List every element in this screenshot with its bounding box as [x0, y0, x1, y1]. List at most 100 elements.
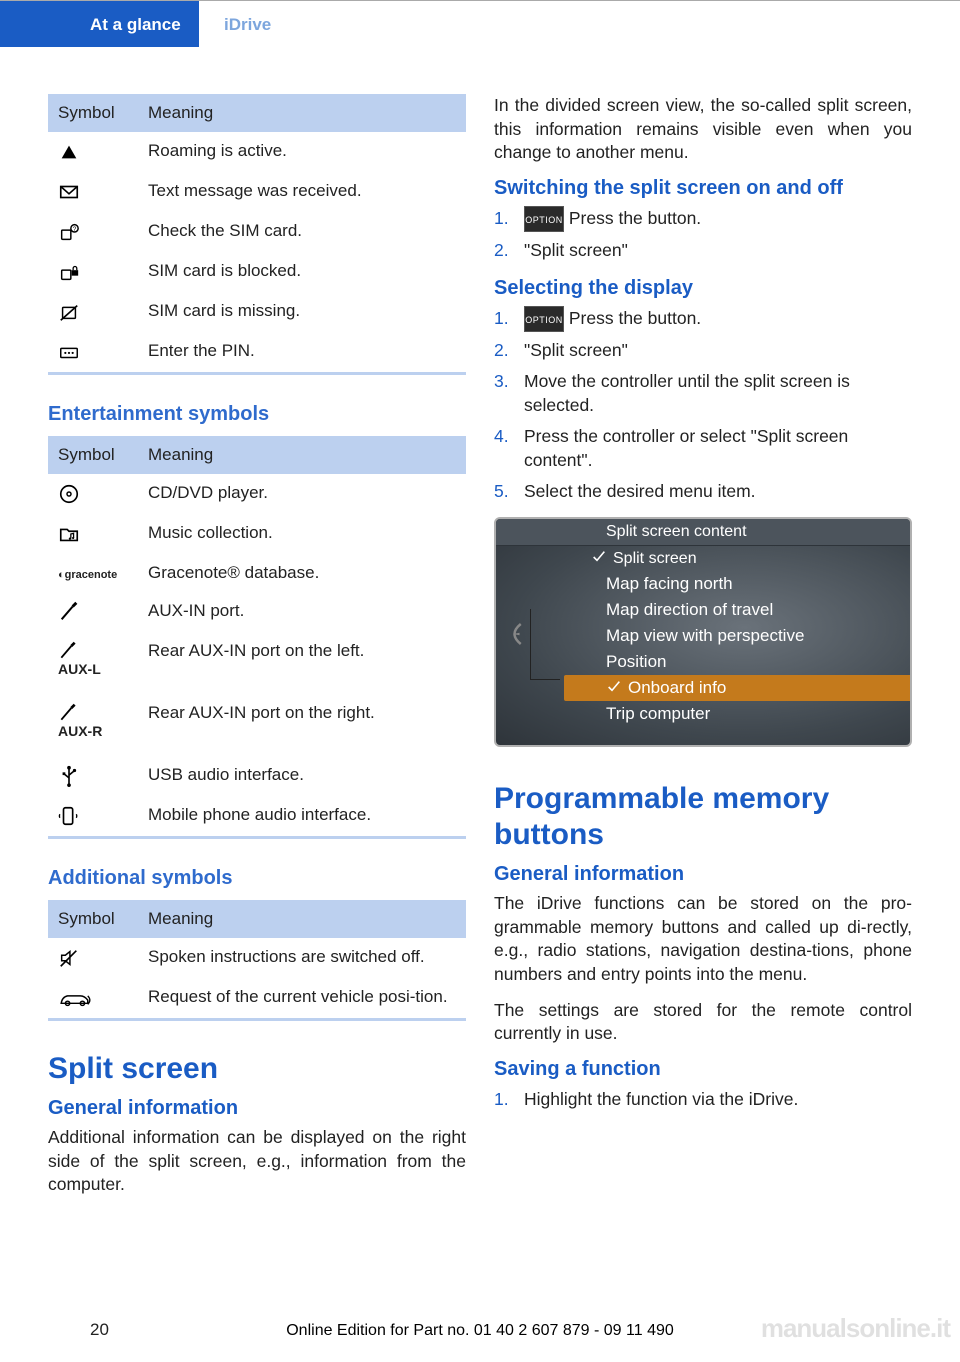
step-text: Press the controller or select "Split sc… — [524, 424, 912, 473]
th-meaning: Meaning — [138, 94, 466, 132]
heading-saving-function: Saving a function — [494, 1058, 912, 1081]
symbol-meaning-table-3: Symbol Meaning Spoken instructions are s… — [48, 900, 466, 1021]
idrive-menu-item: Split screen — [496, 546, 910, 571]
phone-audio-icon — [58, 805, 80, 827]
table-row: Spoken instructions are switched off. — [48, 938, 466, 978]
symbol-cell — [48, 332, 138, 372]
table-row: SIM card is blocked. — [48, 252, 466, 292]
heading-general-information-2: General information — [494, 863, 912, 886]
step-number: 2. — [494, 238, 514, 263]
meaning-cell: Gracenote® database. — [138, 554, 466, 592]
idrive-menu-item: Map direction of travel — [496, 597, 910, 623]
idrive-menu-item: Position — [496, 649, 910, 675]
table-row: Text message was received. — [48, 172, 466, 212]
step-item: 1.Highlight the function via the iDrive. — [494, 1087, 912, 1112]
disc-icon — [58, 483, 80, 505]
step-item: 2. "Split screen" — [494, 238, 912, 263]
meaning-cell: SIM card is missing. — [138, 292, 466, 332]
idrive-screenshot: Split screen content Split screenMap fac… — [494, 517, 912, 747]
symbol-cell — [48, 938, 138, 978]
symbol-cell — [48, 756, 138, 796]
steps-saving: 1.Highlight the function via the iDrive. — [494, 1087, 912, 1112]
symbol-cell — [48, 252, 138, 292]
envelope-icon — [58, 181, 80, 203]
meaning-cell: Request of the current vehicle posi‐tion… — [138, 978, 466, 1018]
step-item: 4.Press the controller or select "Split … — [494, 424, 912, 473]
symbol-cell: AUX-L — [48, 632, 138, 694]
idrive-title: Split screen content — [496, 519, 910, 546]
idrive-menu-item: Trip computer — [496, 701, 910, 727]
idrive-menu-item: Map facing north — [496, 571, 910, 597]
step-item: 3. Move the controller until the split sc… — [494, 369, 912, 418]
step-item: 1.OPTION Press the button. — [494, 206, 912, 232]
aux-icon — [58, 601, 80, 623]
tab-at-a-glance: At a glance — [0, 1, 199, 47]
step-item: 1.OPTION Press the button. — [494, 306, 912, 332]
idrive-menu-item: Onboard info — [564, 675, 910, 701]
right-column: In the divided screen view, the so-calle… — [494, 94, 912, 1209]
sim-check-icon — [58, 221, 80, 243]
table-row: AUX-IN port. — [48, 592, 466, 632]
heading-selecting-display: Selecting the display — [494, 277, 912, 300]
heading-additional-symbols: Additional symbols — [48, 867, 466, 890]
table-row: Roaming is active. — [48, 132, 466, 172]
step-number: 1. — [494, 306, 514, 331]
para-split-intro: In the divided screen view, the so-calle… — [494, 94, 912, 165]
symbol-cell: ◐gracenote — [48, 554, 138, 592]
heading-entertainment-symbols: Entertainment symbols — [48, 403, 466, 426]
step-text: OPTION Press the button. — [524, 206, 701, 232]
step-text: Move the controller until the split scre… — [524, 369, 912, 418]
symbol-cell — [48, 292, 138, 332]
symbol-cell — [48, 172, 138, 212]
car-pos-icon — [58, 987, 92, 1009]
meaning-cell: Music collection. — [138, 514, 466, 554]
option-button-icon: OPTION — [524, 206, 564, 232]
meaning-cell: CD/DVD player. — [138, 474, 466, 514]
heading-general-information-1: General information — [48, 1097, 466, 1120]
speaker-off-icon — [58, 947, 80, 969]
meaning-cell: Enter the PIN. — [138, 332, 466, 372]
step-number: 3. — [494, 369, 514, 394]
symbol-cell: AUX-R — [48, 694, 138, 756]
step-item: 5.Select the desired menu item. — [494, 479, 912, 504]
para-prog-general-a: The iDrive functions can be stored on th… — [494, 892, 912, 987]
step-text: "Split screen" — [524, 238, 628, 263]
meaning-cell: Check the SIM card. — [138, 212, 466, 252]
tab-idrive: iDrive — [210, 1, 285, 47]
meaning-cell: Mobile phone audio interface. — [138, 796, 466, 836]
heading-switching-split: Switching the split screen on and off — [494, 177, 912, 200]
meaning-cell: Text message was received. — [138, 172, 466, 212]
symbol-meaning-table-1: Symbol Meaning Roaming is active. Text m… — [48, 94, 466, 375]
table-row: ◐gracenote Gracenote® database. — [48, 554, 466, 592]
meaning-cell: Roaming is active. — [138, 132, 466, 172]
step-number: 2. — [494, 338, 514, 363]
sim-pin-icon — [58, 341, 80, 363]
table-row: CD/DVD player. — [48, 474, 466, 514]
para-split-general: Additional information can be displayed … — [48, 1126, 466, 1197]
meaning-cell: AUX-IN port. — [138, 592, 466, 632]
step-number: 1. — [494, 1087, 514, 1112]
heading-programmable-memory: Programmable memory buttons — [494, 781, 912, 853]
table-row: SIM card is missing. — [48, 292, 466, 332]
symbol-cell — [48, 978, 138, 1018]
symbol-cell — [48, 212, 138, 252]
triangle-up-icon — [58, 141, 80, 163]
step-text: Select the desired menu item. — [524, 479, 756, 504]
meaning-cell: SIM card is blocked. — [138, 252, 466, 292]
table-row: USB audio interface. — [48, 756, 466, 796]
usb-icon — [58, 765, 80, 787]
table-row: AUX-L Rear AUX-IN port on the left. — [48, 632, 466, 694]
step-item: 2."Split screen" — [494, 338, 912, 363]
table-row: Enter the PIN. — [48, 332, 466, 372]
folder-note-icon — [58, 523, 80, 545]
th-symbol: Symbol — [48, 900, 138, 938]
symbol-cell — [48, 796, 138, 836]
meaning-cell: USB audio interface. — [138, 756, 466, 796]
th-symbol: Symbol — [48, 94, 138, 132]
symbol-cell — [48, 592, 138, 632]
meaning-cell: Spoken instructions are switched off. — [138, 938, 466, 978]
idrive-menu-item: Map view with perspective — [496, 623, 910, 649]
top-tab-bar: At a glance iDrive — [0, 0, 960, 46]
meaning-cell: Rear AUX-IN port on the right. — [138, 694, 466, 756]
option-button-icon: OPTION — [524, 306, 564, 332]
